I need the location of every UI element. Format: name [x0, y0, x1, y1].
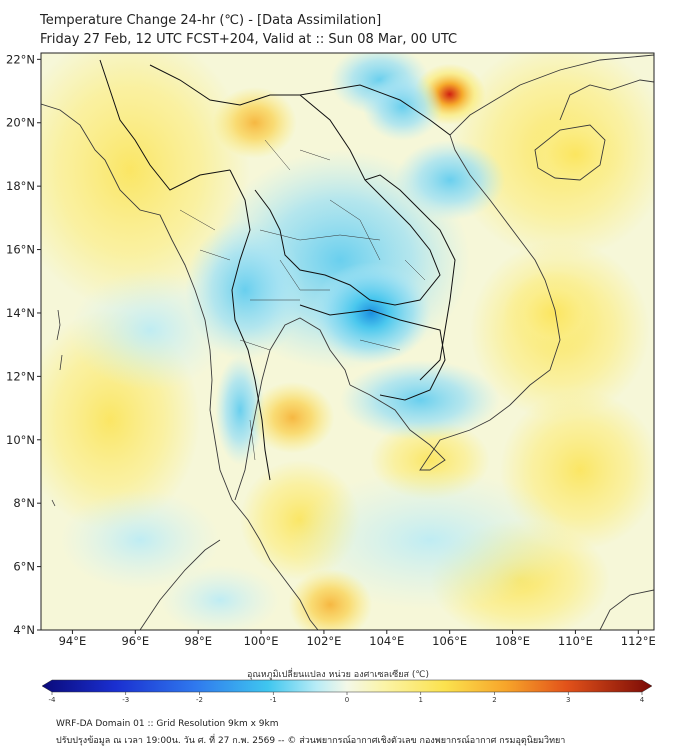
footer-model-info: WRF-DA Domain 01 :: Grid Resolution 9km …	[56, 719, 279, 729]
lon-tick-label: 104°E	[369, 634, 404, 648]
colorbar: -4 -3 -2 -1 0 1 2 3 4	[41, 679, 653, 704]
lon-tick-label: 94°E	[59, 634, 87, 648]
gulf-of-thailand-west	[234, 317, 351, 501]
cambodia-vietnam-coast	[349, 54, 654, 471]
lon-tick-label: 108°E	[495, 634, 530, 648]
colorbar-tick-label: -1	[270, 696, 277, 704]
andaman-islands	[51, 309, 63, 507]
temperature-field	[41, 53, 654, 630]
colorbar-title: อุณหภูมิเปลี่ยนแปลง หน่วย องศาเซลเซียส (…	[246, 670, 430, 680]
border-china	[149, 64, 451, 136]
geography-layer	[41, 54, 654, 630]
colorbar-ticks: -4 -3 -2 -1 0 1 2 3 4	[49, 692, 645, 704]
lat-tick-label: 12°N	[6, 369, 35, 383]
lat-tick-label: 8°N	[13, 496, 35, 510]
warm-anomaly	[525, 111, 626, 197]
warm-anomaly	[288, 568, 373, 630]
lat-tick-label: 20°N	[6, 116, 35, 130]
lat-tick-label: 6°N	[13, 560, 35, 574]
colorbar-tick-label: -2	[196, 696, 203, 704]
colorbar-tick-label: 4	[640, 696, 645, 704]
lon-tick-label: 102°E	[306, 634, 341, 648]
field-patch	[185, 220, 305, 360]
provincial-lines	[179, 139, 426, 461]
border-cambodia	[299, 304, 446, 401]
map-frame	[40, 52, 655, 631]
lon-tick-label: 96°E	[121, 634, 149, 648]
field-patch	[215, 355, 265, 465]
lat-tick-label: 22°N	[6, 52, 35, 66]
border-laos	[254, 94, 441, 306]
lon-tick-label: 100°E	[244, 634, 279, 648]
lat-tick-label: 14°N	[6, 306, 35, 320]
colorbar-ramp	[41, 679, 653, 693]
mainland-coastline	[41, 103, 319, 630]
hainan-island	[534, 124, 606, 181]
field-patch	[60, 490, 220, 590]
latitude-axis: 22°N 20°N 18°N 16°N 14°N 12°N 10°N 8°N 6°N 4°N	[6, 52, 41, 637]
borneo-coast	[599, 589, 654, 630]
hotspot-layer	[212, 63, 626, 630]
colorbar-tick-label: -4	[49, 696, 57, 704]
field-patch	[395, 140, 505, 220]
colorbar-tick-label: 3	[566, 696, 570, 704]
field-patch	[41, 53, 250, 310]
lat-tick-label: 4°N	[13, 623, 35, 637]
sumatra-coast	[139, 539, 221, 630]
field-patch	[290, 470, 570, 610]
lon-tick-label: 106°E	[432, 634, 467, 648]
lon-tick-label: 112°E	[621, 634, 656, 648]
lat-tick-label: 10°N	[6, 433, 35, 447]
chart-title: Temperature Change 24-hr (℃) - [Data Ass…	[40, 13, 382, 28]
colorbar-tick-label: -3	[122, 696, 129, 704]
lat-tick-label: 18°N	[6, 179, 35, 193]
lon-tick-label: 110°E	[558, 634, 593, 648]
lon-tick-label: 98°E	[184, 634, 212, 648]
field-patch	[340, 360, 500, 440]
leizhou-peninsula	[559, 79, 654, 121]
lat-tick-label: 16°N	[6, 243, 35, 257]
border-myanmar-india	[99, 59, 231, 191]
field-patch	[160, 565, 280, 630]
colorbar-tick-label: 2	[492, 696, 496, 704]
colorbar-tick-label: 0	[345, 696, 349, 704]
footer-credit: ปรับปรุงข้อมูล ณ เวลา 19:00น. วัน ศ. ที่…	[56, 736, 566, 746]
border-myanmar-thailand	[229, 169, 271, 481]
warm-anomaly	[212, 87, 297, 159]
cold-anomaly	[311, 261, 432, 364]
cold-anomaly	[362, 72, 443, 141]
warm-anomaly	[250, 381, 335, 454]
longitude-axis: 94°E 96°E 98°E 100°E 102°E 104°E 106°E 108°E 110…	[59, 630, 656, 648]
warm-anomaly	[503, 270, 604, 356]
colorbar-tick-label: 1	[419, 696, 423, 704]
chart-subtitle: Friday 27 Feb, 12 UTC FCST+204, Valid at…	[40, 32, 458, 47]
